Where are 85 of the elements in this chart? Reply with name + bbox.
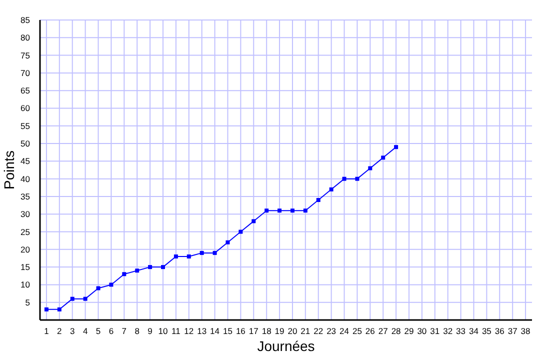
x-tick-label: 37: [508, 326, 518, 336]
x-tick-label: 20: [288, 326, 298, 336]
x-tick-label: 35: [482, 326, 492, 336]
x-tick-label: 27: [378, 326, 388, 336]
point: [329, 187, 334, 192]
x-tick-label: 30: [417, 326, 427, 336]
y-tick-label: 65: [20, 86, 30, 96]
point: [148, 265, 152, 270]
x-tick-label: 5: [96, 326, 101, 336]
x-axis-title: Journées: [257, 338, 315, 354]
x-tick-label: 33: [456, 326, 466, 336]
point: [264, 208, 269, 213]
x-tick-label: 21: [300, 326, 310, 336]
x-tick-label: 38: [520, 326, 531, 336]
x-tick-label: 15: [223, 326, 233, 336]
y-tick-label: 30: [20, 209, 30, 220]
x-tick-label: 22: [314, 326, 324, 336]
x-tick-label: 11: [172, 326, 181, 336]
x-tick-label: 24: [340, 326, 350, 336]
x-tick-label: 23: [326, 326, 336, 336]
point: [44, 307, 48, 312]
point: [252, 219, 256, 224]
point: [83, 296, 88, 301]
point: [238, 230, 243, 234]
x-tick-label: 16: [236, 326, 246, 336]
point: [316, 198, 320, 202]
y-tick-label: 10: [20, 280, 30, 290]
y-tick-label: 85: [20, 15, 30, 25]
point: [109, 282, 114, 287]
x-tick-label: 34: [469, 326, 479, 336]
point: [57, 307, 62, 312]
x-tick-label: 31: [430, 326, 440, 336]
point: [342, 176, 346, 181]
point: [212, 250, 217, 255]
point: [290, 208, 294, 213]
x-tick-label: 2: [57, 326, 62, 336]
x-tick-label: 7: [122, 326, 127, 336]
y-axis-title: Points: [1, 150, 17, 190]
x-tick-label: 18: [262, 326, 272, 336]
x-tick-label: 14: [210, 326, 220, 336]
y-tick-label: 35: [20, 191, 30, 202]
x-tick-label: 28: [391, 326, 402, 336]
point: [174, 254, 178, 258]
x-tick-label: 13: [197, 326, 207, 336]
x-tick-label: 32: [443, 326, 453, 336]
y-tick-label: 55: [20, 120, 30, 131]
y-tick-label: 70: [20, 68, 30, 78]
x-tick-label: 19: [274, 326, 285, 336]
point: [96, 286, 100, 290]
y-tick-label: 80: [20, 32, 30, 43]
point: [368, 166, 372, 170]
y-tick-label: 40: [20, 174, 30, 184]
y-tick-label: 50: [20, 138, 30, 149]
point: [122, 272, 126, 276]
x-tick-label: 12: [184, 326, 194, 336]
x-tick-label: 1: [44, 326, 50, 336]
x-tick-label: 36: [494, 326, 505, 336]
y-tick-label: 5: [25, 297, 30, 308]
x-tick-label: 6: [108, 326, 114, 336]
y-tick-label: 25: [20, 226, 30, 237]
y-tick-label: 15: [20, 262, 30, 272]
x-tick-label: 4: [82, 326, 88, 336]
x-tick-label: 10: [158, 326, 168, 336]
y-tick-label: 20: [20, 244, 30, 254]
x-tick-label: 26: [365, 326, 376, 336]
point: [303, 208, 308, 213]
point: [381, 156, 386, 160]
point: [161, 265, 165, 270]
point: [226, 240, 230, 244]
y-tick-label: 75: [20, 50, 30, 60]
x-tick-label: 29: [404, 326, 414, 336]
point: [135, 268, 140, 273]
y-tick-label: 45: [20, 156, 30, 166]
x-tick-label: 8: [134, 326, 140, 336]
point: [278, 208, 282, 213]
point: [186, 254, 191, 258]
x-tick-label: 17: [248, 326, 259, 336]
point: [394, 145, 398, 150]
point: [355, 176, 360, 181]
y-tick-label: 60: [20, 103, 30, 114]
point: [70, 296, 74, 301]
x-tick-label: 3: [70, 326, 75, 336]
x-tick-label: 25: [352, 326, 362, 336]
x-tick-label: 9: [148, 326, 153, 336]
point: [200, 250, 204, 255]
